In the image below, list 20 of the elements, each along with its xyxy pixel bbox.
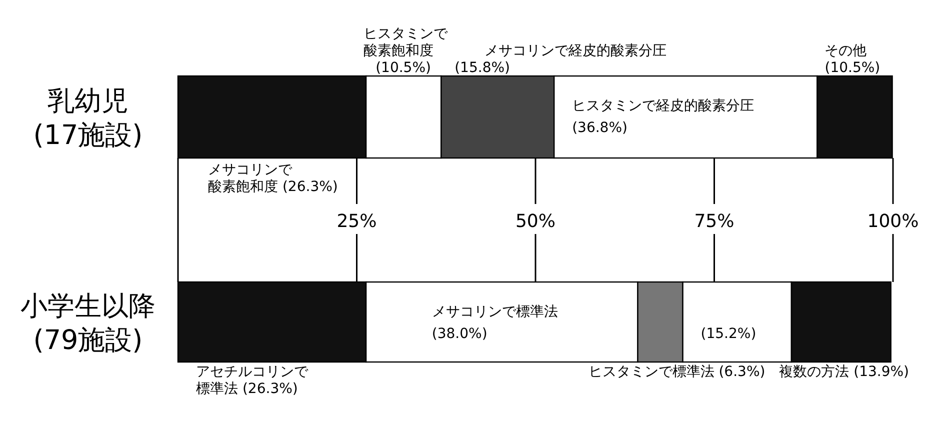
data-label: (10.5%): [376, 60, 431, 76]
series: メサコリンで酸素飽和度 (26.3%): [177, 75, 367, 195]
series-label: ヒスタミンで酸素飽和度: [364, 26, 449, 59]
data-label: (15.2%): [700, 326, 756, 342]
series: アセチルコリンで標準法 (26.3%): [177, 281, 367, 397]
x-tick-label: 100%: [867, 211, 919, 232]
series-label: その他: [824, 43, 867, 59]
data-label: (15.8%): [454, 60, 510, 76]
series-label: メサコリンで標準法: [432, 304, 558, 320]
x-tick-label: 50%: [515, 211, 556, 232]
series: 複数の方法 (13.9%): [779, 281, 910, 380]
series-label: メサコリンで経皮的酸素分圧: [484, 43, 667, 59]
data-label: (10.5%): [824, 60, 880, 76]
series-label: ヒスタミンで経皮的酸素分圧: [572, 98, 754, 114]
x-tick-label: 25%: [336, 211, 377, 232]
x-tick-label: 75%: [694, 211, 734, 232]
data-label: (38.0%): [432, 326, 488, 342]
y-tick-label: 小学生以降 (79施設): [20, 291, 156, 356]
data-label: (36.8%): [572, 120, 628, 136]
y-tick-label: 乳幼児 (17施設): [33, 86, 143, 151]
